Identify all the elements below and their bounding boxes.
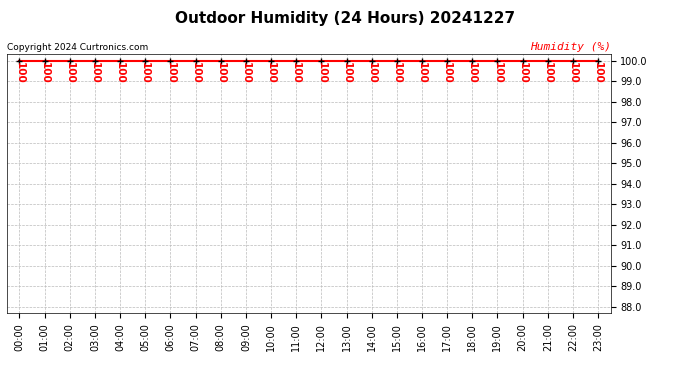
Text: 100: 100 [39,62,50,83]
Text: 100: 100 [568,62,578,83]
Text: 100: 100 [266,62,276,83]
Text: 100: 100 [593,62,603,83]
Text: 100: 100 [115,62,125,83]
Text: 100: 100 [140,62,150,83]
Text: 100: 100 [190,62,201,83]
Text: 100: 100 [543,62,553,83]
Text: 100: 100 [291,62,302,83]
Text: 100: 100 [366,62,377,83]
Text: 100: 100 [14,62,24,83]
Text: 100: 100 [316,62,326,83]
Text: Outdoor Humidity (24 Hours) 20241227: Outdoor Humidity (24 Hours) 20241227 [175,11,515,26]
Text: 100: 100 [90,62,100,83]
Text: 100: 100 [65,62,75,83]
Text: 100: 100 [216,62,226,83]
Text: 100: 100 [493,62,502,83]
Text: 100: 100 [467,62,477,83]
Text: 100: 100 [442,62,452,83]
Text: 100: 100 [518,62,528,83]
Text: Copyright 2024 Curtronics.com: Copyright 2024 Curtronics.com [7,43,148,52]
Text: 100: 100 [342,62,351,83]
Text: 100: 100 [392,62,402,83]
Text: 100: 100 [166,62,175,83]
Text: Humidity (%): Humidity (%) [530,42,611,52]
Text: 100: 100 [241,62,251,83]
Text: 100: 100 [417,62,427,83]
